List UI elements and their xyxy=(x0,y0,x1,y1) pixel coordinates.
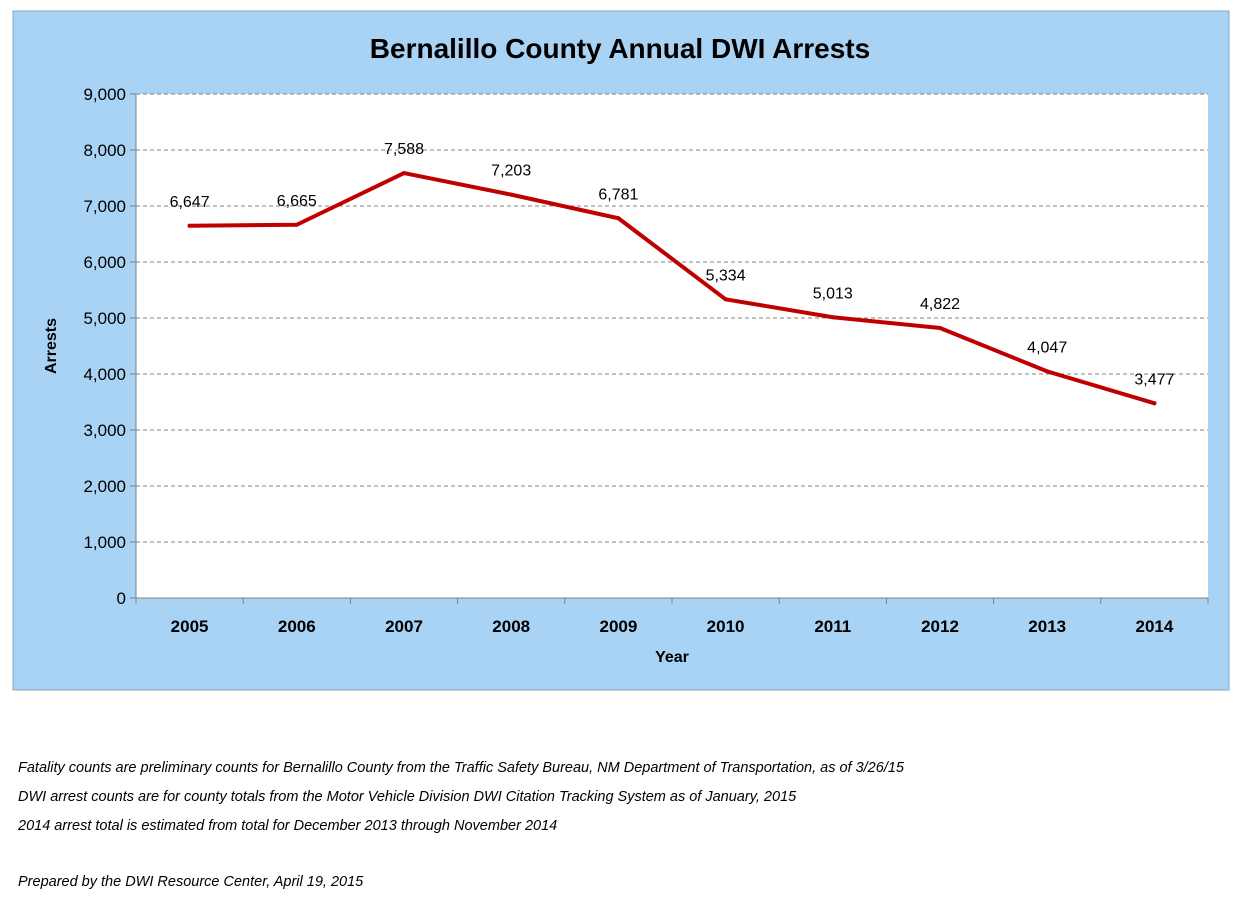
x-tick-label: 2006 xyxy=(278,617,316,636)
data-label: 6,665 xyxy=(277,193,317,210)
footnote-prepared-by: Prepared by the DWI Resource Center, Apr… xyxy=(18,874,364,890)
data-point xyxy=(402,171,406,176)
x-tick-label: 2014 xyxy=(1135,617,1173,636)
y-axis-title: Arrests xyxy=(43,318,60,374)
x-tick-label: 2009 xyxy=(599,617,637,636)
axes: 0 1,000 2,000 3,000 4,000 5,000 6,000 7,000 8,00… xyxy=(83,85,1209,636)
plot-area xyxy=(136,94,1208,598)
x-tick-label: 2008 xyxy=(492,617,530,636)
y-tick-label: 6,000 xyxy=(83,253,126,272)
y-tick-label: 7,000 xyxy=(83,197,126,216)
data-labels: 6,647 6,665 7,588 7,203 6,781 5,334 5,013 4,822… xyxy=(170,141,1175,388)
data-point xyxy=(616,216,621,221)
x-tick-label: 2005 xyxy=(171,617,209,636)
y-tick-label: 5,000 xyxy=(83,309,126,328)
data-label: 5,013 xyxy=(813,285,853,302)
x-tick-label: 2012 xyxy=(921,617,959,636)
y-tick-label: 4,000 xyxy=(83,365,126,384)
data-label: 4,822 xyxy=(920,296,960,313)
y-tick-label: 9,000 xyxy=(83,85,126,104)
data-point xyxy=(1045,369,1050,374)
y-tick-label: 0 xyxy=(117,589,126,608)
x-tick-label: 2013 xyxy=(1028,617,1066,636)
y-tick-label: 3,000 xyxy=(83,421,126,440)
data-point xyxy=(509,192,514,197)
data-label: 6,647 xyxy=(170,194,210,211)
chart-title: Bernalillo County Annual DWI Arrests xyxy=(370,33,870,64)
x-tick-label: 2011 xyxy=(814,617,851,636)
data-label: 3,477 xyxy=(1134,371,1174,388)
x-tick-label: 2010 xyxy=(707,617,745,636)
series-line xyxy=(187,171,1157,406)
data-point xyxy=(723,297,728,302)
y-tick-label: 1,000 xyxy=(83,533,126,552)
series-group xyxy=(187,171,1157,406)
data-point xyxy=(1152,401,1157,406)
footnote-2014-estimate: 2014 arrest total is estimated from tota… xyxy=(18,818,558,834)
data-label: 7,203 xyxy=(491,163,531,180)
gridlines xyxy=(136,93,1208,543)
x-axis-title: Year xyxy=(655,649,689,666)
data-label: 6,781 xyxy=(598,186,638,203)
data-point xyxy=(187,223,192,228)
footnote-fatality: Fatality counts are preliminary counts f… xyxy=(18,760,904,776)
y-tick-label: 2,000 xyxy=(83,477,126,496)
footnote-arrest-counts: DWI arrest counts are for county totals … xyxy=(18,789,797,805)
data-label: 7,588 xyxy=(384,141,424,158)
data-label: 4,047 xyxy=(1027,339,1067,356)
x-tick-label: 2007 xyxy=(385,617,423,636)
data-label: 5,334 xyxy=(706,267,746,284)
data-point xyxy=(938,325,942,330)
y-tick-label: 8,000 xyxy=(83,141,126,160)
data-point xyxy=(294,222,299,227)
data-point xyxy=(830,315,835,320)
